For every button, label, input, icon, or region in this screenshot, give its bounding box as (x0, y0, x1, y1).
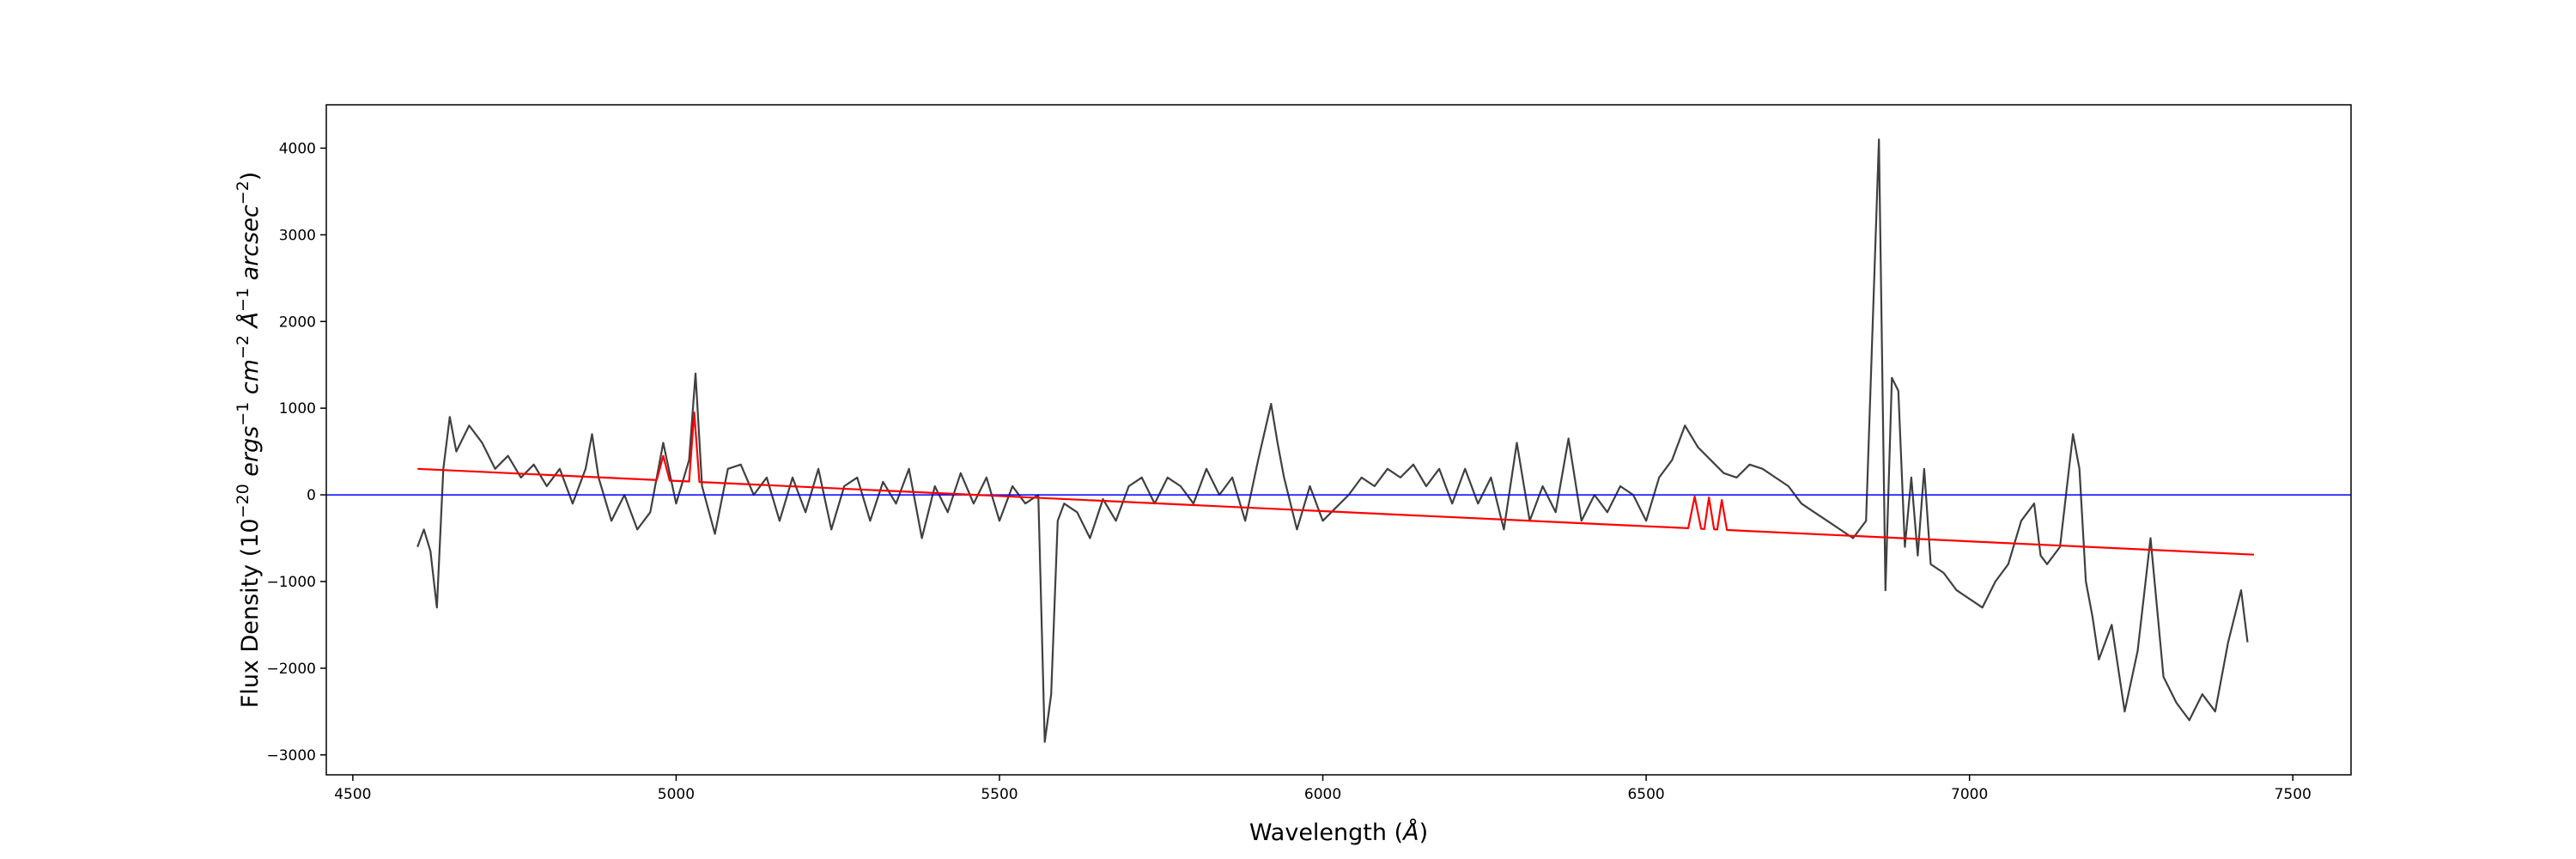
y-tick-label: −1000 (266, 574, 316, 591)
y-label-part: −1 (234, 402, 252, 426)
y-label-part: cm (237, 359, 264, 402)
x-tick-label: 6000 (1304, 786, 1341, 803)
x-tick-label: 6500 (1627, 786, 1664, 803)
x-tick-label: 4500 (334, 786, 371, 803)
y-tick-label: 0 (307, 487, 316, 504)
y-tick-label: 4000 (279, 140, 316, 157)
y-tick-label: −3000 (266, 747, 316, 765)
x-label-part: Å (1401, 819, 1419, 846)
y-label-part: Flux Density (10 (237, 518, 264, 708)
x-label-part: Wavelength ( (1249, 819, 1403, 846)
y-label-part: −20 (234, 484, 252, 518)
spectrum-line (417, 411, 2255, 556)
y-label-part: Å (236, 312, 264, 335)
x-tick-label: 7500 (2275, 786, 2312, 803)
y-label-part: ) (237, 172, 264, 181)
y-tick-label: 2000 (279, 314, 316, 331)
x-tick-label: 5000 (658, 786, 695, 803)
x-tick-label: 5500 (981, 786, 1018, 803)
y-tick-label: 3000 (279, 227, 316, 244)
plot-frame (325, 104, 2352, 776)
y-label-part: arcsec (237, 204, 264, 288)
y-tick-label: 1000 (279, 400, 316, 417)
y-label-part: −2 (234, 335, 252, 359)
spectrum-line (416, 138, 2249, 743)
x-label-part: ) (1419, 819, 1429, 846)
y-label-part: −1 (234, 288, 252, 312)
y-axis-label: Flux Density (10−20 ergs−1 cm−2 Å−1 arcs… (234, 172, 264, 708)
y-label-part: ergs (237, 426, 264, 484)
y-tick-label: −2000 (266, 661, 316, 678)
x-tick-label: 7000 (1951, 786, 1988, 803)
y-label-part: −2 (234, 180, 252, 204)
x-axis-label: Wavelength (Å) (1249, 819, 1428, 846)
